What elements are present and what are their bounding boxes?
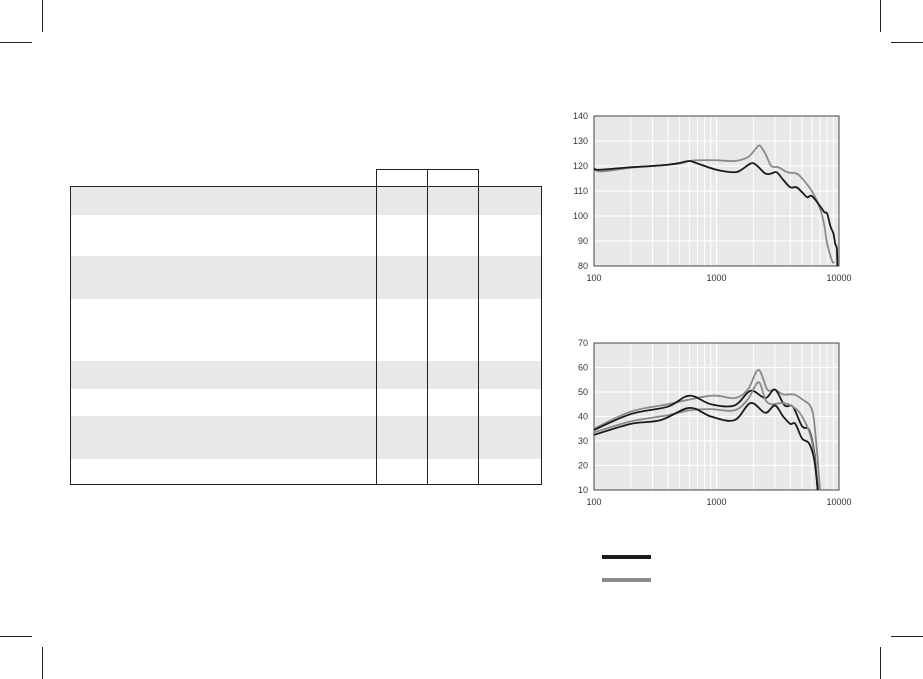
y-tick-label: 110: [574, 186, 588, 196]
crop-mark: [880, 647, 881, 679]
y-tick-label: 100: [573, 211, 588, 221]
y-tick-label: 140: [573, 111, 588, 121]
series-line-1: [593, 160, 839, 267]
x-tick-label: 100: [586, 273, 601, 283]
table-row: [71, 187, 541, 215]
y-tick-label: 130: [573, 136, 588, 146]
series-line-0: [593, 369, 821, 491]
table-row: [71, 361, 541, 389]
crop-mark: [42, 0, 43, 32]
y-tick-label: 50: [578, 387, 588, 397]
y-tick-label: 20: [578, 461, 588, 471]
x-tick-label: 10000: [826, 273, 851, 283]
plot-frame: [593, 115, 840, 267]
spec-table: [70, 186, 542, 485]
y-tick-label: 80: [578, 261, 588, 271]
legend-dark-line: [602, 555, 651, 559]
legend-gray-line: [602, 578, 651, 582]
crop-mark: [880, 0, 881, 32]
y-tick-label: 60: [578, 363, 588, 373]
y-tick-label: 120: [573, 161, 588, 171]
column-divider: [478, 187, 479, 484]
y-tick-label: 90: [578, 236, 588, 246]
crop-mark: [0, 636, 32, 637]
crop-mark: [42, 647, 43, 679]
crop-mark: [891, 636, 923, 637]
x-tick-label: 1000: [706, 497, 726, 507]
plot-frame: [593, 342, 840, 491]
y-tick-label: 10: [578, 485, 588, 495]
table-row: [71, 416, 541, 459]
table-row: [71, 256, 541, 299]
series-line-3: [593, 402, 819, 491]
column-divider: [376, 187, 377, 484]
crop-mark: [0, 42, 32, 43]
x-tick-label: 10000: [826, 497, 851, 507]
x-tick-label: 100: [586, 497, 601, 507]
y-tick-label: 70: [578, 338, 588, 348]
y-tick-label: 40: [578, 412, 588, 422]
y-tick-label: 30: [578, 436, 588, 446]
crop-mark: [891, 42, 923, 43]
column-divider: [427, 187, 428, 484]
x-tick-label: 1000: [706, 273, 726, 283]
table-header-cell: [427, 169, 479, 186]
